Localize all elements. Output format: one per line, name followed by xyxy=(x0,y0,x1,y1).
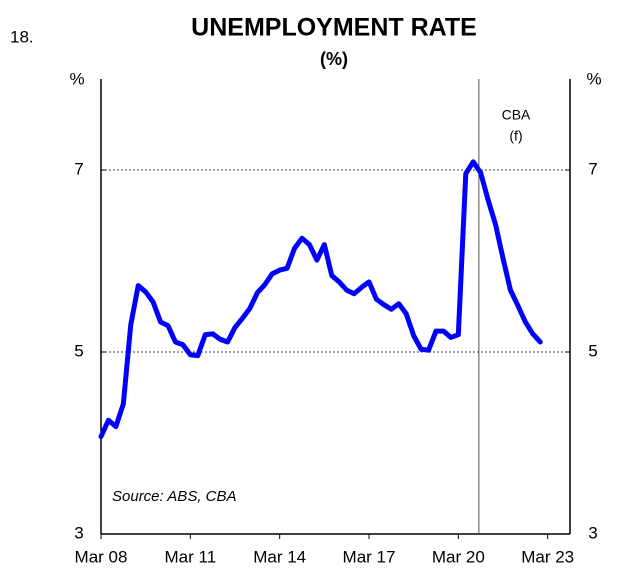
x-tick-label: Mar 20 xyxy=(432,547,485,566)
chart-number: 18. xyxy=(10,27,34,46)
data-line xyxy=(98,159,543,440)
y-tick-label: 3 xyxy=(74,523,83,542)
x-tick-label: Mar 08 xyxy=(75,547,128,566)
annotation-text: CBA xyxy=(502,107,531,123)
chart-subtitle: (%) xyxy=(320,49,348,69)
y2-axis-label: % xyxy=(586,69,601,88)
y-tick-label: 7 xyxy=(74,159,83,178)
source-note: Source: ABS, CBA xyxy=(112,488,237,505)
x-tick-label: Mar 23 xyxy=(521,547,574,566)
y-tick-label: 5 xyxy=(74,341,83,360)
x-tick-label: Mar 17 xyxy=(343,547,396,566)
y2-tick-label: 3 xyxy=(588,523,597,542)
x-tick-label: Mar 11 xyxy=(165,547,217,566)
y-axis-label: % xyxy=(69,69,84,88)
y2-tick-label: 7 xyxy=(588,159,597,178)
x-tick-label: Mar 14 xyxy=(253,547,306,566)
chart-title: UNEMPLOYMENT RATE xyxy=(191,14,477,42)
annotation-text: (f) xyxy=(509,128,522,144)
y2-tick-label: 5 xyxy=(588,341,597,360)
